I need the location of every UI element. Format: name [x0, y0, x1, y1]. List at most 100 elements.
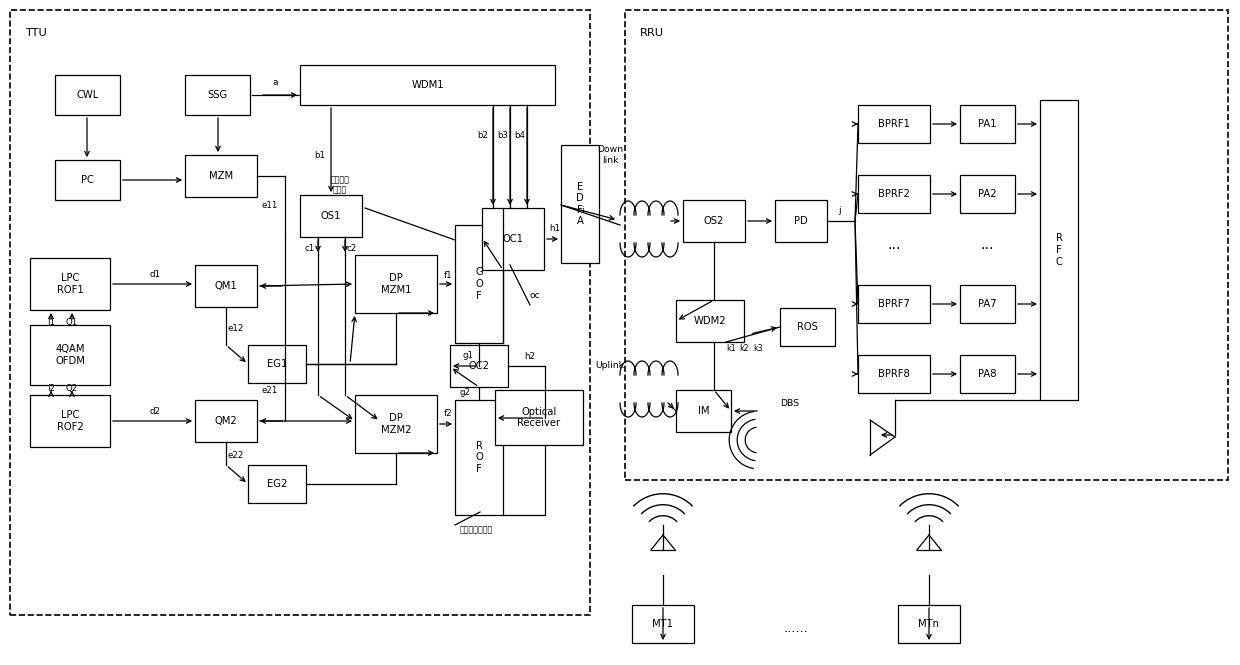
FancyBboxPatch shape	[482, 208, 544, 270]
FancyBboxPatch shape	[858, 285, 930, 323]
Text: LPC
ROF1: LPC ROF1	[57, 273, 83, 295]
FancyBboxPatch shape	[300, 195, 362, 237]
Text: e12: e12	[228, 323, 244, 332]
FancyBboxPatch shape	[858, 355, 930, 393]
Text: MZM: MZM	[208, 171, 233, 181]
Text: MTn: MTn	[919, 619, 940, 629]
Text: DBS: DBS	[780, 398, 799, 408]
Text: f1: f1	[444, 271, 453, 279]
Text: PA7: PA7	[978, 299, 997, 309]
Text: EG2: EG2	[267, 479, 288, 489]
Text: 4QAM
OFDM: 4QAM OFDM	[55, 344, 84, 366]
Text: 第二光学滤波器: 第二光学滤波器	[460, 525, 494, 535]
Text: TTU: TTU	[25, 28, 47, 38]
FancyBboxPatch shape	[30, 395, 110, 447]
Text: ROS: ROS	[797, 322, 818, 332]
Text: WDM2: WDM2	[693, 316, 727, 326]
Text: E
D
F
A: E D F A	[577, 182, 584, 226]
Text: Q1: Q1	[66, 317, 78, 327]
Text: PC: PC	[81, 175, 94, 185]
Text: SSG: SSG	[207, 90, 228, 100]
Text: PA1: PA1	[978, 119, 997, 129]
FancyBboxPatch shape	[55, 75, 120, 115]
Text: QM2: QM2	[215, 416, 237, 426]
FancyBboxPatch shape	[775, 200, 827, 242]
Text: IM: IM	[698, 406, 709, 416]
FancyBboxPatch shape	[455, 400, 503, 515]
Text: OC2: OC2	[469, 361, 490, 371]
FancyBboxPatch shape	[960, 175, 1016, 213]
Text: BPRF2: BPRF2	[878, 189, 910, 199]
Text: I2: I2	[47, 384, 55, 392]
FancyBboxPatch shape	[1040, 100, 1078, 400]
Text: QM1: QM1	[215, 281, 237, 291]
Text: DP
MZM1: DP MZM1	[381, 273, 412, 295]
Text: d2: d2	[150, 406, 160, 416]
Text: k2: k2	[739, 344, 749, 352]
FancyBboxPatch shape	[495, 390, 583, 445]
Text: Uplink: Uplink	[595, 360, 625, 370]
Text: b3: b3	[497, 130, 508, 140]
FancyBboxPatch shape	[185, 75, 250, 115]
FancyBboxPatch shape	[248, 345, 306, 383]
Text: OC1: OC1	[502, 234, 523, 244]
Text: j: j	[838, 205, 841, 215]
Text: b2: b2	[477, 130, 489, 140]
FancyBboxPatch shape	[55, 160, 120, 200]
FancyBboxPatch shape	[632, 605, 694, 643]
Text: ...: ...	[981, 238, 993, 252]
FancyBboxPatch shape	[960, 105, 1016, 143]
Text: CWL: CWL	[77, 90, 99, 100]
Text: PD: PD	[794, 216, 808, 226]
Text: R
F
C: R F C	[1055, 233, 1063, 267]
FancyBboxPatch shape	[450, 345, 508, 387]
Text: k3: k3	[753, 344, 763, 352]
Text: Down
link: Down link	[596, 145, 622, 165]
Text: c1: c1	[305, 243, 315, 253]
Text: WDM1: WDM1	[412, 80, 444, 90]
Text: e11: e11	[262, 201, 278, 209]
Text: k1: k1	[725, 344, 735, 352]
Text: MT1: MT1	[652, 619, 673, 629]
FancyBboxPatch shape	[355, 255, 436, 313]
FancyBboxPatch shape	[185, 155, 257, 197]
Text: g1: g1	[463, 350, 474, 360]
Text: G
O
F: G O F	[475, 267, 482, 301]
Text: b1: b1	[315, 150, 325, 160]
Text: RRU: RRU	[640, 28, 665, 38]
Text: g2: g2	[460, 388, 470, 396]
FancyBboxPatch shape	[355, 395, 436, 453]
FancyBboxPatch shape	[195, 265, 257, 307]
Text: BPRF1: BPRF1	[878, 119, 910, 129]
FancyBboxPatch shape	[960, 355, 1016, 393]
FancyBboxPatch shape	[248, 465, 306, 503]
Text: d1: d1	[150, 269, 160, 279]
Text: DP
MZM2: DP MZM2	[381, 413, 412, 435]
Text: R
O
F: R O F	[475, 441, 482, 474]
Text: I1: I1	[47, 317, 55, 327]
Text: b4: b4	[515, 130, 526, 140]
FancyBboxPatch shape	[676, 390, 732, 432]
Text: OS1: OS1	[321, 211, 341, 221]
Text: BPRF7: BPRF7	[878, 299, 910, 309]
Text: Optical
Receiver: Optical Receiver	[517, 407, 560, 428]
Text: PA8: PA8	[978, 369, 997, 379]
Text: ......: ......	[784, 622, 808, 634]
FancyBboxPatch shape	[858, 175, 930, 213]
FancyBboxPatch shape	[195, 400, 257, 442]
FancyBboxPatch shape	[960, 285, 1016, 323]
Bar	[10, 10, 590, 615]
Bar	[625, 10, 1228, 480]
FancyBboxPatch shape	[300, 65, 556, 105]
FancyBboxPatch shape	[30, 325, 110, 385]
Text: h2: h2	[525, 352, 536, 360]
Text: Q2: Q2	[66, 384, 78, 392]
FancyBboxPatch shape	[858, 105, 930, 143]
Text: EG1: EG1	[267, 359, 288, 369]
Text: BPRF8: BPRF8	[878, 369, 910, 379]
Text: OS2: OS2	[704, 216, 724, 226]
FancyBboxPatch shape	[30, 258, 110, 310]
FancyBboxPatch shape	[683, 200, 745, 242]
Text: LPC
ROF2: LPC ROF2	[57, 410, 83, 432]
Text: f2: f2	[444, 410, 453, 418]
